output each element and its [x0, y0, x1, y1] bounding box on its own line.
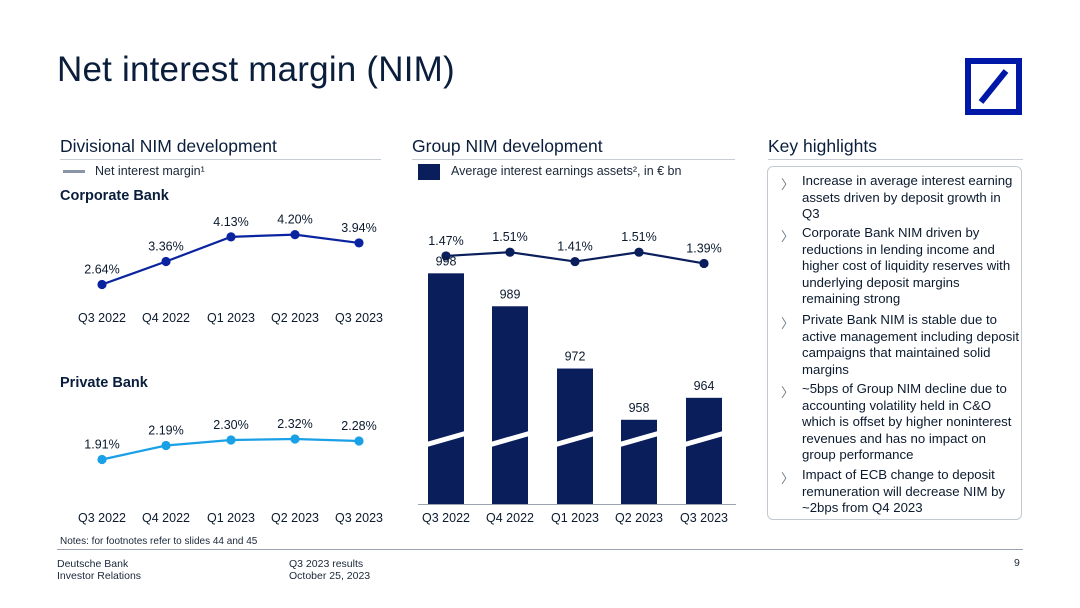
private-nim-category-label: Q2 2023	[271, 511, 319, 525]
axis-break-mark	[424, 430, 468, 448]
bullet-icon: 〉	[781, 177, 795, 192]
assets-data-label: 958	[629, 401, 650, 415]
assets-category-label: Q2 2023	[615, 511, 663, 525]
private-nim-data-label: 2.30%	[213, 418, 248, 432]
highlight-item: Corporate Bank NIM driven by reductions …	[802, 225, 1011, 306]
corporate-bank-title: Corporate Bank	[60, 188, 169, 204]
page-number: 9	[1014, 557, 1020, 569]
private-nim-category-label: Q1 2023	[207, 511, 255, 525]
corporate-nim-point	[97, 279, 107, 290]
private-nim-data-label: 2.19%	[148, 424, 183, 438]
corporate-nim-data-label: 3.36%	[148, 239, 183, 253]
private-nim-point	[290, 434, 300, 444]
corporate-nim-category-label: Q1 2023	[207, 311, 255, 325]
footnote-notes: Notes: for footnotes refer to slides 44 …	[60, 536, 258, 547]
bullet-icon: 〉	[781, 471, 795, 486]
nim-legend-swatch	[63, 170, 85, 173]
assets-category-label: Q3 2022	[422, 511, 470, 525]
assets-data-label: 989	[500, 287, 521, 301]
corporate-nim-data-label: 2.64%	[84, 263, 119, 277]
group-nim-point	[634, 247, 644, 257]
assets-data-label: 998	[436, 254, 457, 268]
footer-company: Deutsche Bank	[57, 558, 129, 570]
private-nim-category-label: Q3 2022	[78, 511, 126, 525]
assets-bar	[428, 273, 464, 504]
highlight-item: ~5bps of Group NIM decline due to accoun…	[802, 381, 1012, 462]
highlights-box	[767, 166, 1022, 520]
group-nim-point	[505, 247, 515, 257]
private-bank-title: Private Bank	[60, 375, 148, 391]
assets-bar	[492, 306, 528, 504]
bullet-icon: 〉	[781, 229, 795, 244]
private-nim-category-label: Q4 2022	[142, 511, 190, 525]
divisional-section-rule	[60, 159, 381, 160]
highlight-item: Increase in average interest earning ass…	[802, 173, 1013, 221]
bullet-icon: 〉	[781, 316, 795, 331]
highlight-item: Private Bank NIM is stable due to active…	[802, 312, 1019, 377]
corporate-nim-line	[101, 233, 360, 286]
bullet-icon: 〉	[781, 385, 795, 400]
private-nim-category-label: Q3 2023	[335, 511, 383, 525]
group-nim-point	[699, 258, 709, 269]
corporate-nim-category-label: Q4 2022	[142, 311, 190, 325]
group-nim-data-label: 1.47%	[428, 234, 463, 248]
corporate-nim-data-label: 4.13%	[213, 215, 248, 229]
footer-date: October 25, 2023	[289, 570, 371, 582]
private-nim-point	[226, 435, 236, 445]
group-nim-point	[441, 251, 451, 261]
page-title: Net interest margin (NIM)	[57, 50, 455, 89]
deutsche-bank-logo	[965, 58, 1022, 115]
nim-legend-label: Net interest margin¹	[95, 164, 205, 178]
assets-category-label: Q1 2023	[551, 511, 599, 525]
highlights-section-rule	[768, 159, 1023, 160]
private-nim-point	[97, 454, 107, 465]
highlights-section-title: Key highlights	[768, 136, 877, 156]
private-nim-data-label: 2.32%	[277, 417, 312, 431]
assets-category-label: Q3 2023	[680, 511, 728, 525]
assets-bar	[686, 397, 722, 504]
group-nim-data-label: 1.41%	[557, 240, 592, 254]
corporate-nim-point	[226, 232, 236, 242]
corporate-nim-data-label: 3.94%	[341, 221, 376, 235]
axis-break-mark	[682, 430, 726, 448]
group-nim-point	[570, 256, 580, 267]
assets-data-label: 964	[694, 379, 715, 393]
private-nim-data-label: 1.91%	[84, 438, 119, 452]
assets-legend-swatch	[418, 164, 440, 180]
assets-data-label: 972	[565, 350, 586, 364]
divisional-section-title: Divisional NIM development	[60, 136, 277, 156]
corporate-nim-category-label: Q2 2023	[271, 311, 319, 325]
corporate-nim-category-label: Q3 2023	[335, 311, 383, 325]
group-section-rule	[412, 159, 735, 160]
private-nim-point	[161, 440, 171, 451]
group-nim-data-label: 1.51%	[492, 230, 527, 244]
group-section-title: Group NIM development	[412, 136, 603, 156]
corporate-nim-point	[161, 256, 171, 267]
axis-break-mark	[488, 430, 532, 448]
private-nim-point	[354, 436, 364, 446]
corporate-nim-point	[290, 230, 300, 240]
corporate-nim-data-label: 4.20%	[277, 213, 312, 227]
corporate-nim-category-label: Q3 2022	[78, 311, 126, 325]
footer-report: Q3 2023 results	[289, 558, 364, 570]
assets-bar	[621, 419, 657, 504]
axis-break-mark	[553, 430, 597, 448]
axis-break-mark	[617, 430, 661, 448]
group-nim-data-label: 1.39%	[686, 241, 721, 255]
corporate-nim-point	[354, 238, 364, 248]
footer-department: Investor Relations	[57, 570, 142, 582]
logo-slash-icon	[978, 69, 1009, 104]
highlight-item: Impact of ECB change to deposit remunera…	[802, 467, 1006, 515]
footer-rule	[57, 549, 1023, 550]
group-nim-data-label: 1.51%	[621, 230, 656, 244]
private-nim-data-label: 2.28%	[341, 419, 376, 433]
assets-legend-label: Average interest earnings assets², in € …	[451, 164, 682, 178]
assets-category-label: Q4 2022	[486, 511, 534, 525]
